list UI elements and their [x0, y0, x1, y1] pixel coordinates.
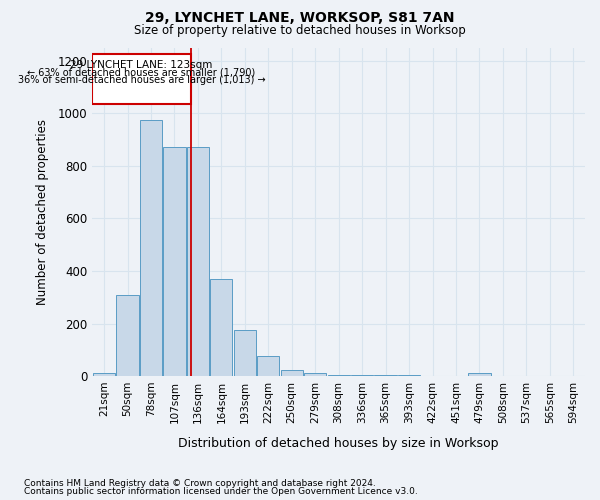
Text: ← 63% of detached houses are smaller (1,790): ← 63% of detached houses are smaller (1,…: [28, 68, 256, 78]
Text: 36% of semi-detached houses are larger (1,013) →: 36% of semi-detached houses are larger (…: [18, 74, 265, 85]
Bar: [468, 374, 491, 376]
Bar: [140, 120, 162, 376]
FancyBboxPatch shape: [92, 54, 191, 104]
Text: Contains HM Land Registry data © Crown copyright and database right 2024.: Contains HM Land Registry data © Crown c…: [24, 478, 376, 488]
Bar: [187, 148, 209, 376]
Bar: [233, 330, 256, 376]
Bar: [328, 375, 350, 376]
Bar: [163, 148, 185, 376]
X-axis label: Distribution of detached houses by size in Worksop: Distribution of detached houses by size …: [178, 437, 499, 450]
Bar: [257, 356, 280, 376]
Text: Contains public sector information licensed under the Open Government Licence v3: Contains public sector information licen…: [24, 487, 418, 496]
Bar: [281, 370, 303, 376]
Bar: [116, 294, 139, 376]
Y-axis label: Number of detached properties: Number of detached properties: [37, 119, 49, 305]
Text: 29, LYNCHET LANE, WORKSOP, S81 7AN: 29, LYNCHET LANE, WORKSOP, S81 7AN: [145, 11, 455, 25]
Bar: [93, 374, 115, 376]
Text: 29 LYNCHET LANE: 123sqm: 29 LYNCHET LANE: 123sqm: [70, 60, 213, 70]
Text: Size of property relative to detached houses in Worksop: Size of property relative to detached ho…: [134, 24, 466, 37]
Bar: [304, 374, 326, 376]
Bar: [210, 279, 232, 376]
